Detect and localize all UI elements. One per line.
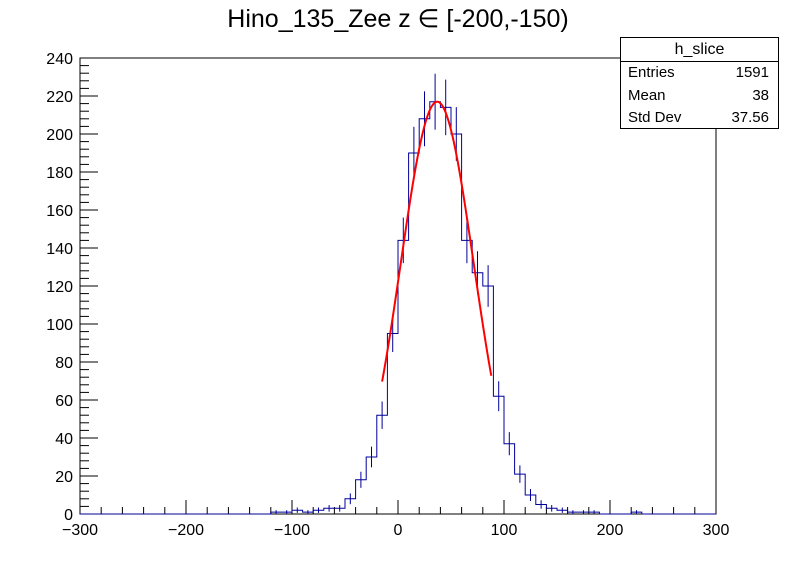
y-axis: 0 20 40 60 80 100 120 140 160 180 200 220 240 — [46, 51, 98, 524]
y-tick-label: 240 — [46, 51, 73, 68]
x-tick-label: 100 — [491, 522, 518, 539]
stats-value: 37.56 — [731, 109, 769, 127]
x-tick-label: 200 — [597, 522, 624, 539]
stats-row-entries: Entries 1591 — [621, 62, 778, 85]
chart-title: Hino_135_Zee z ∈ [-200,-150) — [227, 5, 569, 33]
y-tick-label: 20 — [55, 469, 73, 486]
x-tick-label: −300 — [62, 522, 98, 539]
x-axis: −300 −200 −100 0 100 200 300 — [62, 500, 729, 539]
x-tick-label: −100 — [274, 522, 310, 539]
stats-value: 38 — [752, 86, 769, 104]
y-tick-label: 200 — [46, 127, 73, 144]
y-tick-label: 120 — [46, 279, 73, 296]
stats-label: Mean — [628, 86, 666, 104]
stats-label: Entries — [628, 64, 675, 81]
gaussian-fit-curve — [381, 100, 493, 382]
stats-row-mean: Mean 38 — [621, 85, 778, 108]
y-tick-label: 140 — [46, 241, 73, 258]
y-tick-label: 60 — [55, 393, 73, 410]
error-bars — [275, 73, 637, 514]
x-tick-label: 300 — [703, 522, 730, 539]
y-tick-label: 40 — [55, 431, 73, 448]
y-tick-label: 160 — [46, 203, 73, 220]
y-tick-label: 80 — [55, 355, 73, 372]
y-tick-label: 180 — [46, 165, 73, 182]
y-tick-label: 220 — [46, 89, 73, 106]
stats-row-stddev: Std Dev 37.56 — [621, 107, 778, 130]
stats-value: 1591 — [735, 64, 769, 81]
y-tick-label: 100 — [46, 317, 73, 334]
y-tick-label: 0 — [64, 507, 73, 524]
x-tick-label: 0 — [394, 522, 403, 539]
stats-box: h_slice Entries 1591 Mean 38 Std Dev 37.… — [620, 37, 779, 129]
x-tick-label: −200 — [168, 522, 204, 539]
stats-label: Std Dev — [628, 109, 682, 127]
histogram-line — [80, 101, 716, 515]
stats-box-title: h_slice — [621, 38, 778, 62]
